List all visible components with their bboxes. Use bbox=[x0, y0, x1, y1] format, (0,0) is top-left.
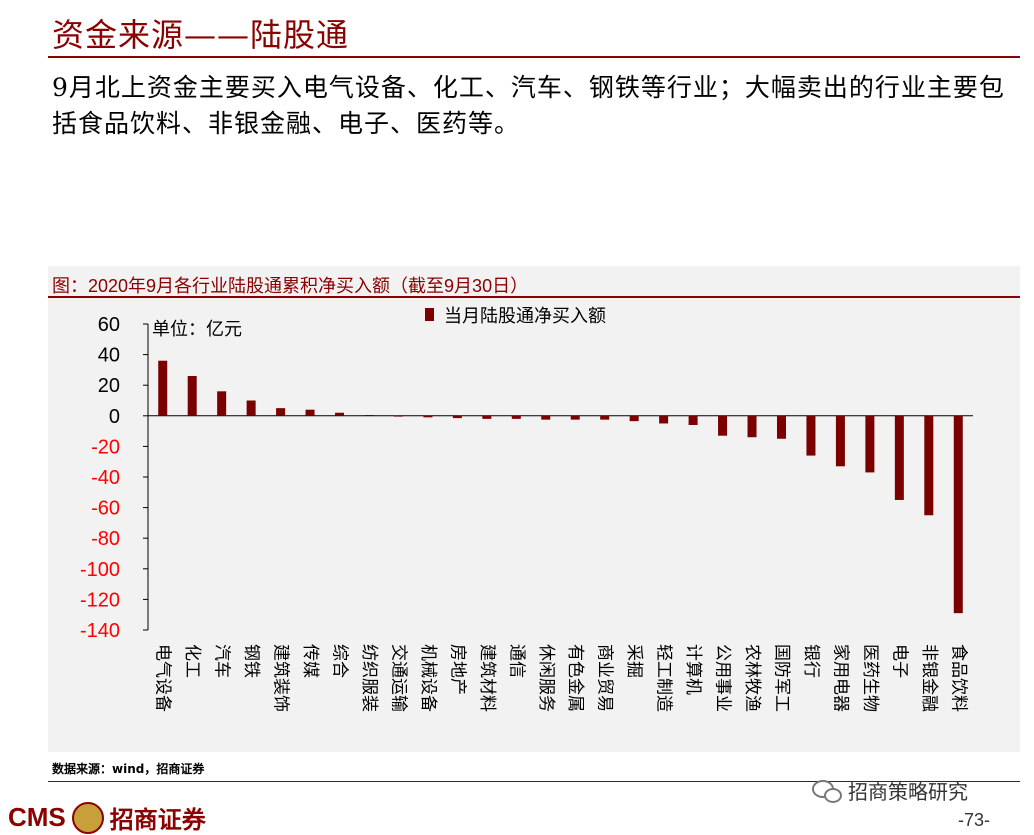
bar bbox=[187, 376, 197, 416]
bar bbox=[629, 415, 639, 422]
bar bbox=[305, 409, 315, 416]
bar bbox=[718, 415, 728, 436]
y-tick-label: -20 bbox=[91, 436, 120, 458]
y-tick-label: -60 bbox=[91, 498, 120, 520]
bar bbox=[217, 391, 227, 416]
y-tick-label: -140 bbox=[80, 620, 120, 642]
legend-swatch bbox=[425, 308, 434, 321]
bar bbox=[511, 415, 521, 419]
slide-title: 资金来源——陆股通 bbox=[52, 16, 350, 54]
x-tick-label: 钢铁 bbox=[241, 644, 261, 678]
bar bbox=[423, 415, 433, 418]
bar bbox=[541, 415, 551, 420]
bar bbox=[246, 400, 256, 416]
x-tick-label: 纺织服装 bbox=[359, 644, 379, 712]
y-tick-label: -80 bbox=[91, 528, 120, 550]
brand-latin: CMS bbox=[8, 802, 66, 832]
bar bbox=[364, 415, 374, 416]
x-tick-label: 通信 bbox=[506, 644, 526, 678]
chart-title: 图：2020年9月各行业陆股通累积净买入额（截至9月30日） bbox=[52, 276, 529, 296]
bar bbox=[482, 415, 492, 419]
title-divider bbox=[48, 56, 1020, 58]
chart-panel bbox=[48, 266, 1020, 752]
wechat-account: 招商策略研究 bbox=[812, 776, 968, 805]
bar bbox=[570, 415, 580, 420]
x-tick-label: 建筑材料 bbox=[477, 644, 497, 712]
x-tick-label: 休闲服务 bbox=[536, 644, 556, 712]
bar bbox=[776, 415, 786, 439]
x-tick-label: 计算机 bbox=[683, 644, 703, 695]
x-tick-label: 房地产 bbox=[447, 644, 467, 695]
x-tick-label: 非银金融 bbox=[919, 644, 939, 712]
x-tick-label: 传媒 bbox=[300, 644, 320, 678]
x-tick-label: 机械设备 bbox=[418, 644, 438, 712]
y-tick-label: 40 bbox=[98, 345, 120, 367]
x-tick-label: 医药生物 bbox=[860, 644, 880, 712]
bar bbox=[158, 360, 168, 416]
unit-label: 单位：亿元 bbox=[152, 319, 242, 340]
wechat-icon bbox=[812, 779, 842, 803]
bar bbox=[688, 415, 698, 425]
legend-label: 当月陆股通净买入额 bbox=[444, 306, 606, 327]
bar bbox=[393, 415, 403, 417]
bar bbox=[335, 412, 345, 416]
chart-title-divider bbox=[48, 296, 1020, 298]
y-tick-label: -100 bbox=[80, 559, 120, 581]
bar bbox=[865, 415, 875, 473]
bar bbox=[924, 415, 934, 516]
x-tick-label: 农林牧渔 bbox=[742, 644, 762, 712]
y-tick-label: 20 bbox=[98, 375, 120, 397]
footer-divider bbox=[48, 781, 1020, 782]
x-tick-label: 银行 bbox=[801, 644, 821, 678]
x-tick-label: 采掘 bbox=[624, 644, 644, 678]
bar bbox=[894, 415, 904, 500]
x-tick-label: 公用事业 bbox=[713, 644, 733, 712]
brand-logo: CMS 招商证券 bbox=[8, 800, 206, 835]
bar bbox=[659, 415, 669, 424]
bar bbox=[452, 415, 462, 419]
brand-cn: 招商证券 bbox=[109, 805, 206, 834]
x-tick-label: 商业贸易 bbox=[595, 644, 615, 712]
x-tick-label: 交通运输 bbox=[388, 644, 408, 712]
x-tick-label: 电气设备 bbox=[153, 644, 173, 712]
x-tick-label: 食品饮料 bbox=[948, 644, 968, 712]
page-number: -73- bbox=[958, 810, 991, 830]
bar bbox=[600, 415, 610, 420]
bar bbox=[276, 408, 286, 416]
bar bbox=[953, 415, 963, 614]
x-tick-label: 电子 bbox=[889, 644, 909, 678]
wechat-name: 招商策略研究 bbox=[848, 780, 968, 804]
data-source: 数据来源：wind，招商证券 bbox=[52, 762, 205, 776]
x-tick-label: 有色金属 bbox=[565, 644, 585, 712]
y-tick-label: -120 bbox=[80, 589, 120, 611]
x-tick-label: 建筑装饰 bbox=[271, 644, 291, 712]
y-tick-label: 60 bbox=[98, 314, 120, 336]
x-tick-label: 化工 bbox=[182, 644, 202, 678]
bar bbox=[835, 415, 845, 467]
x-tick-label: 汽车 bbox=[212, 644, 232, 678]
y-tick-label: -40 bbox=[91, 467, 120, 489]
bar-chart: 60 40 20 0 -20 -40 -60 -80 -100 -120 -140 单位：亿元 当月陆股… bbox=[80, 306, 973, 712]
x-tick-label: 轻工制造 bbox=[654, 644, 674, 712]
x-tick-label: 家用电器 bbox=[830, 644, 850, 712]
intro-text: 9月北上资金主要买入电气设备、化工、汽车、钢铁等行业；大幅卖出的行业主要包括食品… bbox=[52, 73, 1005, 138]
bar bbox=[747, 415, 757, 438]
x-tick-label: 国防军工 bbox=[771, 644, 791, 712]
bar bbox=[806, 415, 816, 456]
x-tick-label: 综合 bbox=[330, 644, 350, 678]
y-tick-label: 0 bbox=[109, 406, 120, 428]
brand-badge-icon bbox=[71, 801, 104, 834]
